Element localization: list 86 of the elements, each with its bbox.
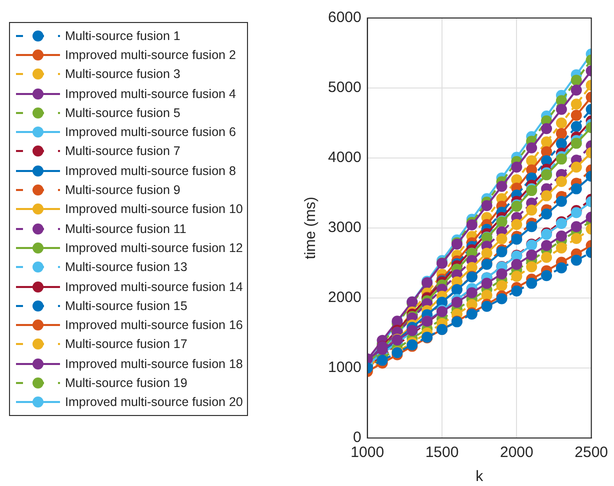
point — [526, 204, 538, 216]
legend-label: Multi-source fusion 11 — [65, 222, 186, 236]
point — [481, 200, 492, 212]
legend-label: Multi-source fusion 17 — [65, 337, 188, 352]
point — [541, 252, 552, 263]
x-tick-label: 1500 — [425, 444, 459, 462]
legend-label: Improved multi-source fusion 4 — [65, 86, 236, 101]
point — [511, 270, 522, 282]
point — [481, 278, 492, 289]
point — [511, 258, 522, 270]
point — [526, 261, 538, 272]
point — [481, 290, 492, 301]
point — [556, 262, 567, 274]
point — [496, 293, 508, 304]
point — [556, 242, 567, 254]
point — [570, 233, 582, 244]
point — [541, 146, 552, 158]
point — [511, 286, 522, 296]
point — [570, 183, 582, 194]
point — [570, 84, 582, 96]
legend-label: Multi-source fusion 19 — [65, 376, 188, 390]
point — [570, 138, 582, 149]
point — [570, 98, 582, 110]
legend-label: Multi-source fusion 5 — [65, 106, 180, 120]
x-axis-title: k — [476, 468, 484, 486]
point — [556, 176, 567, 187]
point — [570, 221, 582, 232]
point — [511, 162, 522, 173]
legend-label: Multi-source fusion 13 — [65, 260, 188, 274]
point — [556, 138, 567, 150]
point — [466, 219, 478, 230]
point — [541, 270, 552, 282]
legend-label: Improved multi-source fusion 18 — [65, 356, 243, 371]
point — [496, 268, 508, 280]
y-tick-label: 1000 — [328, 359, 362, 376]
y-tick-label: 4000 — [328, 149, 362, 166]
x-tick-label: 1000 — [350, 444, 384, 462]
point — [570, 254, 582, 266]
legend-label: Improved multi-source fusion 16 — [65, 318, 243, 332]
legend-label: Improved multi-source fusion 14 — [65, 280, 243, 294]
point — [541, 136, 552, 148]
point — [570, 74, 582, 86]
point — [526, 142, 538, 154]
point — [541, 123, 552, 134]
point — [541, 208, 552, 220]
point — [511, 219, 522, 230]
y-axis-title: time (ms) — [302, 196, 320, 260]
point — [556, 230, 567, 242]
point — [496, 233, 508, 244]
point — [556, 196, 567, 207]
legend-label: Improved multi-source fusion 12 — [65, 240, 243, 255]
point — [496, 280, 508, 292]
legend-label: Improved multi-source fusion 8 — [65, 164, 236, 178]
point — [556, 104, 567, 115]
point — [526, 278, 538, 289]
y-tick-label: 5000 — [328, 79, 362, 96]
x-tick-label: 2500 — [574, 444, 608, 462]
legend-label: Improved multi-source fusion 6 — [65, 125, 236, 140]
legend-label: Improved multi-source fusion 2 — [65, 48, 236, 62]
point — [570, 207, 582, 218]
point — [556, 128, 567, 139]
legend-label: Multi-source fusion 3 — [65, 67, 180, 82]
point — [556, 118, 567, 128]
point — [541, 190, 552, 202]
point — [570, 121, 582, 132]
y-tick-label: 3000 — [328, 219, 362, 236]
legend-label: Improved multi-source fusion 10 — [65, 202, 243, 216]
point — [511, 234, 522, 245]
point — [526, 249, 538, 260]
point — [526, 221, 538, 232]
y-tick-label: 0 — [353, 429, 362, 446]
point — [496, 180, 508, 192]
point — [570, 110, 582, 121]
point — [556, 154, 567, 165]
point — [466, 287, 478, 298]
x-tick-label: 2000 — [500, 444, 534, 462]
point — [570, 162, 582, 173]
legend-label: Multi-source fusion 1 — [65, 28, 180, 43]
legend-label: Multi-source fusion 7 — [65, 144, 180, 158]
y-tick-label: 2000 — [328, 289, 362, 306]
legend-label: Multi-source fusion 9 — [65, 183, 180, 198]
legend-label: Multi-source fusion 15 — [65, 298, 188, 313]
legend-label: Improved multi-source fusion 20 — [65, 395, 243, 410]
y-tick-label: 6000 — [328, 9, 362, 26]
point — [481, 248, 492, 259]
point — [541, 240, 552, 251]
